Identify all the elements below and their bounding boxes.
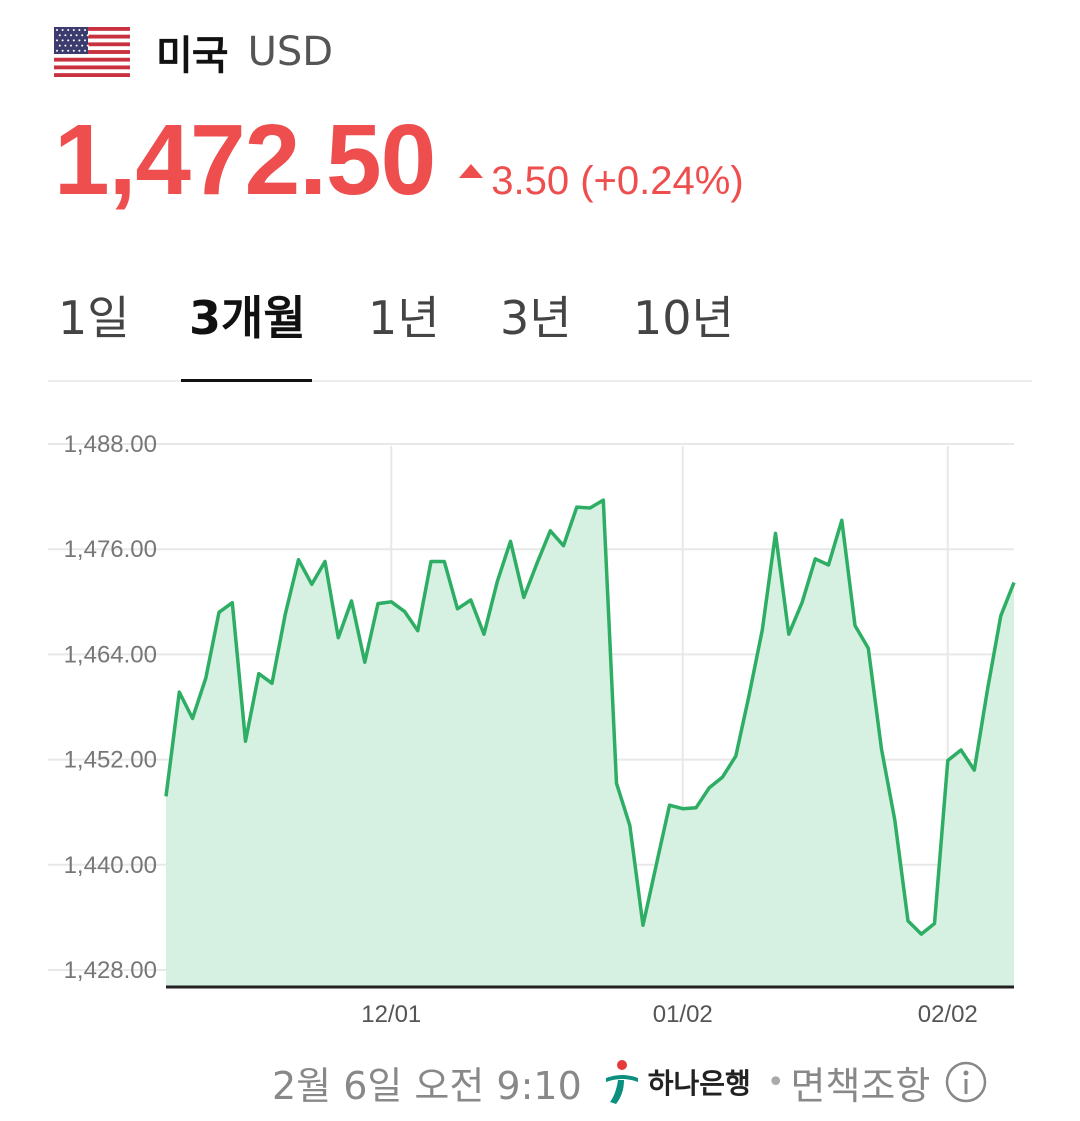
chart-series-line xyxy=(164,498,1016,936)
period-tabs: 1일 3개월 1년 3년 10년 xyxy=(48,270,1032,382)
tab-3-years[interactable]: 3년 xyxy=(500,291,572,345)
chart-footer: 2월 6일 오전 9:10 하나은행 • 면책조항 xyxy=(272,1052,988,1112)
price-row: 1,472.50 3.50 (+0.24%) xyxy=(54,110,744,210)
us-flag-icon xyxy=(54,27,130,77)
update-timestamp: 2월 6일 오전 9:10 xyxy=(272,1063,582,1108)
exchange-rate-chart[interactable]: 1,488.00 1,476.00 1,464.00 1,452.00 1,440.00… xyxy=(0,400,1080,1040)
tab-1-year[interactable]: 1년 xyxy=(368,291,440,345)
country-name: 미국 xyxy=(156,33,229,79)
x-axis-ticks: 12/01 01/02 02/02 xyxy=(361,1001,978,1028)
y-axis-ticks: 1,488.00 1,476.00 1,464.00 1,452.00 1,440.00… xyxy=(64,431,157,984)
up-arrow-icon xyxy=(459,164,484,178)
y-tick-label: 1,440.00 xyxy=(64,852,157,879)
y-tick-label: 1,476.00 xyxy=(64,536,157,563)
chart-area-fill xyxy=(166,500,1014,987)
x-tick-label: 01/02 xyxy=(653,1001,713,1028)
active-tab-indicator xyxy=(181,379,312,382)
hana-bank-logo-icon xyxy=(605,1060,638,1104)
currency-header: 미국 USD xyxy=(54,22,333,82)
x-tick-label: 12/01 xyxy=(361,1001,421,1028)
currency-code: USD xyxy=(247,29,334,75)
disclaimer-link[interactable]: 면책조항 xyxy=(790,1063,931,1108)
y-tick-label: 1,428.00 xyxy=(64,957,157,984)
info-icon[interactable] xyxy=(944,1060,988,1104)
separator-dot: • xyxy=(766,1064,785,1100)
y-tick-label: 1,488.00 xyxy=(64,431,157,458)
y-tick-label: 1,464.00 xyxy=(64,641,157,668)
tab-1-day[interactable]: 1일 xyxy=(58,291,130,345)
x-tick-label: 02/02 xyxy=(918,1001,978,1028)
tab-3-months[interactable]: 3개월 xyxy=(189,291,306,345)
exchange-rate-value: 1,472.50 xyxy=(54,104,436,216)
price-change-text: 3.50 (+0.24%) xyxy=(491,159,744,203)
price-change: 3.50 (+0.24%) xyxy=(459,159,744,204)
tab-10-years[interactable]: 10년 xyxy=(633,291,734,345)
bank-name: 하나은행 xyxy=(647,1067,751,1100)
y-tick-label: 1,452.00 xyxy=(64,747,157,774)
